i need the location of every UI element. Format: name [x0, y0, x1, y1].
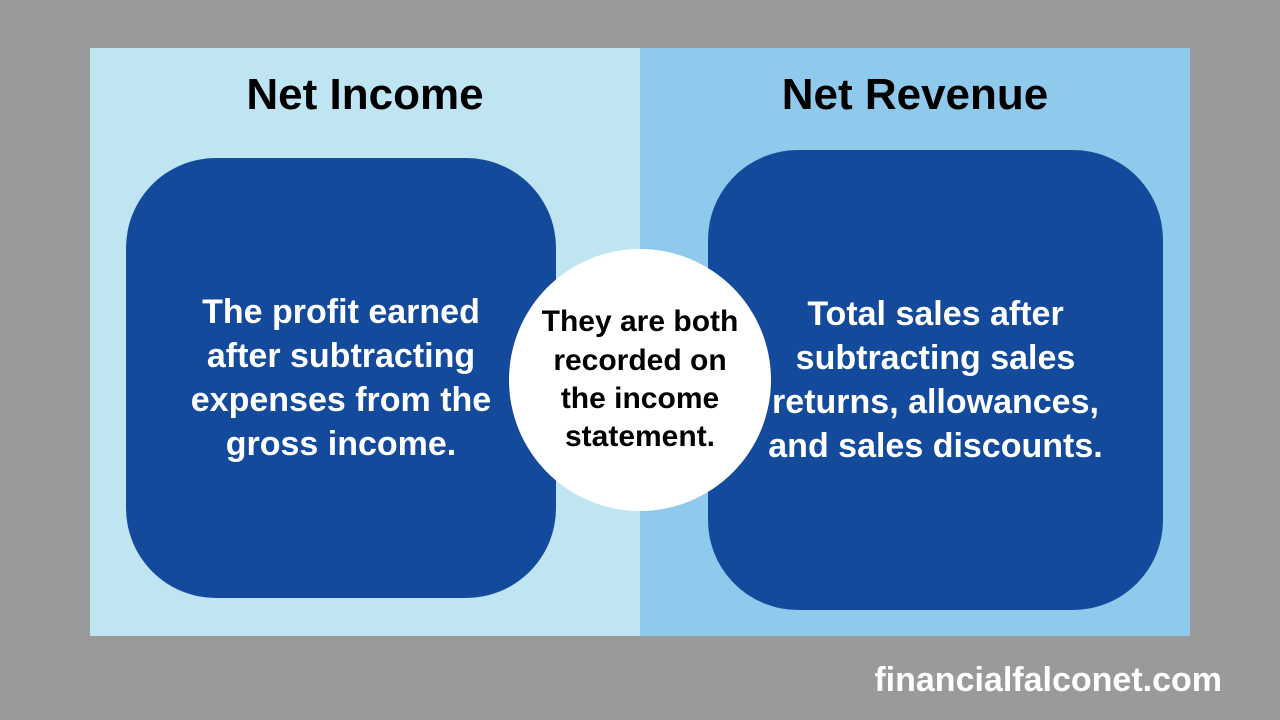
- heading-net-revenue: Net Revenue: [640, 70, 1190, 120]
- card-net-revenue: Total sales after subtracting sales retu…: [708, 150, 1163, 610]
- card-net-income: The profit earned after subtracting expe…: [126, 158, 556, 598]
- heading-net-income: Net Income: [90, 70, 640, 120]
- center-overlap-text: They are both recorded on the income sta…: [535, 303, 745, 457]
- comparison-canvas: Net Income Net Revenue The profit earned…: [90, 48, 1190, 636]
- center-overlap-circle: They are both recorded on the income sta…: [509, 249, 771, 511]
- watermark-text: financialfalconet.com: [874, 661, 1222, 700]
- card-net-income-text: The profit earned after subtracting expe…: [166, 290, 516, 467]
- card-net-revenue-text: Total sales after subtracting sales retu…: [752, 292, 1119, 469]
